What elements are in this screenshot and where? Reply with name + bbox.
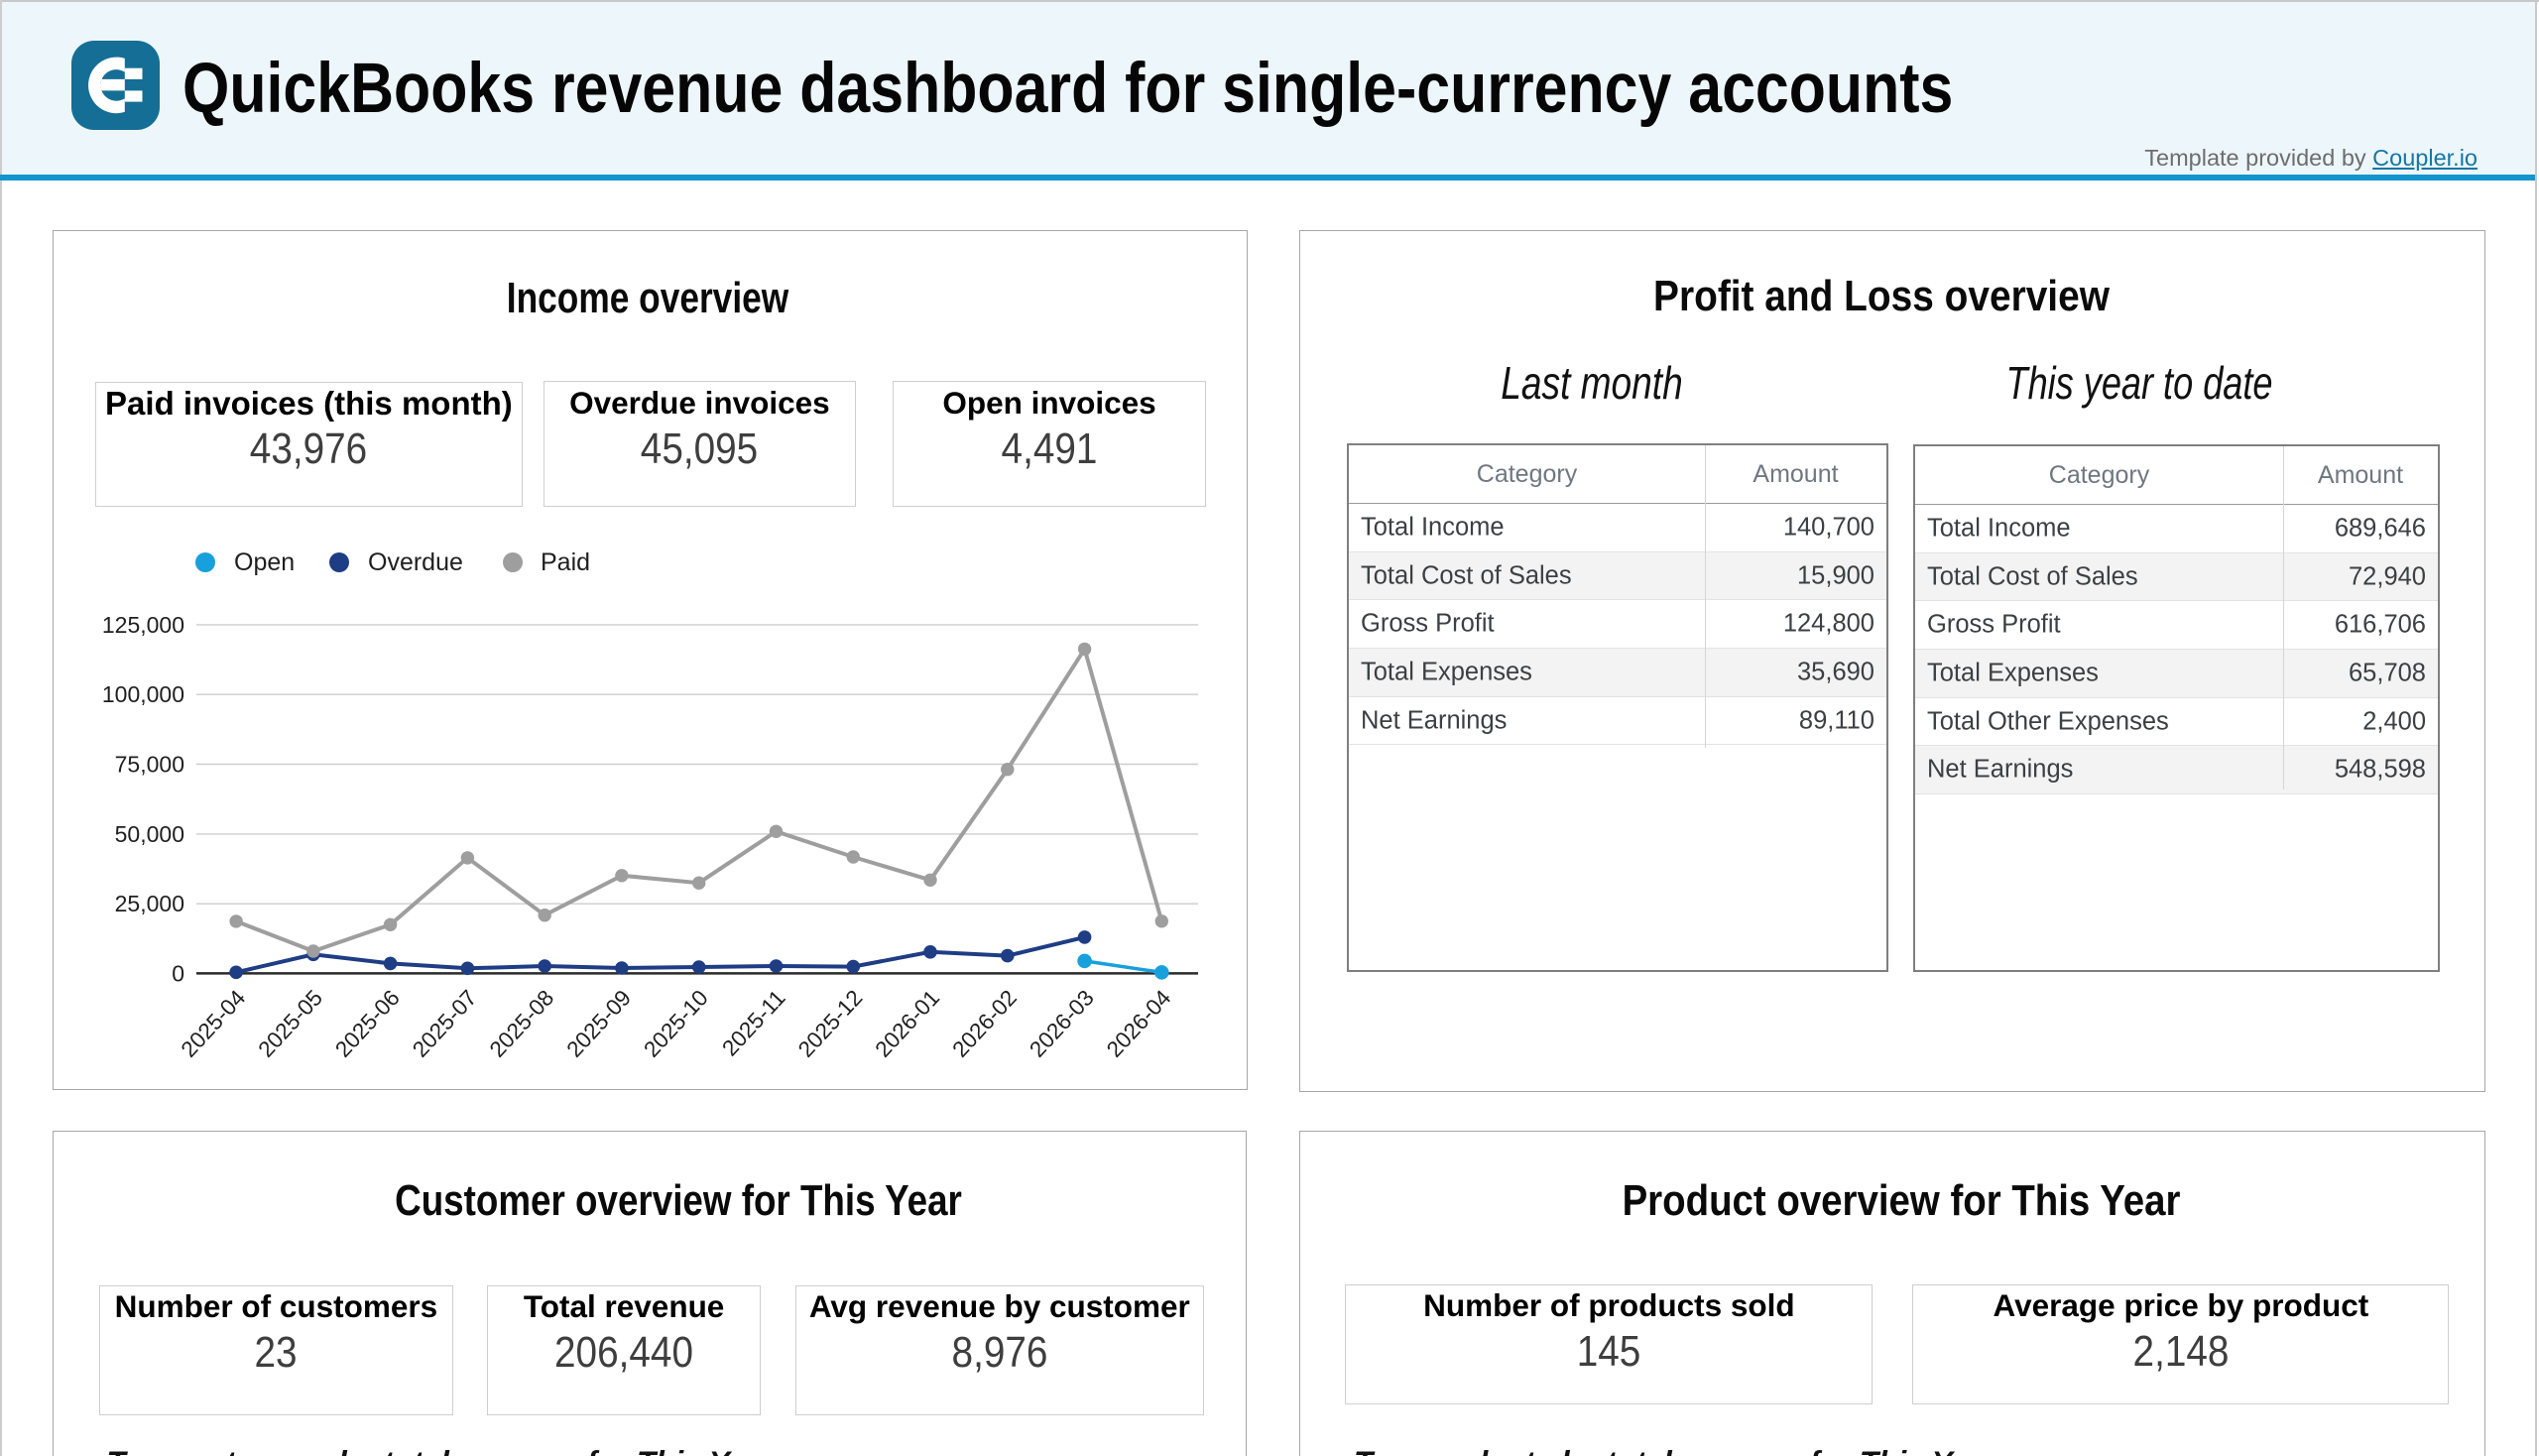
svg-text:2026-03: 2026-03 bbox=[1025, 985, 1099, 1061]
svg-text:2025-11: 2025-11 bbox=[717, 985, 789, 1060]
svg-text:25,000: 25,000 bbox=[115, 891, 184, 916]
svg-text:2026-01: 2026-01 bbox=[871, 985, 945, 1061]
svg-text:2025-06: 2025-06 bbox=[330, 985, 405, 1061]
svg-text:2025-05: 2025-05 bbox=[253, 985, 327, 1061]
svg-text:2025-08: 2025-08 bbox=[485, 985, 559, 1061]
svg-text:2026-04: 2026-04 bbox=[1102, 985, 1176, 1061]
svg-text:75,000: 75,000 bbox=[115, 752, 184, 778]
svg-text:2026-02: 2026-02 bbox=[947, 985, 1022, 1061]
svg-text:125,000: 125,000 bbox=[102, 612, 184, 638]
svg-text:2025-07: 2025-07 bbox=[408, 985, 482, 1061]
svg-text:0: 0 bbox=[172, 960, 184, 986]
svg-text:2025-10: 2025-10 bbox=[639, 985, 713, 1061]
svg-text:2025-12: 2025-12 bbox=[793, 985, 868, 1061]
svg-text:2025-09: 2025-09 bbox=[561, 985, 636, 1061]
svg-text:50,000: 50,000 bbox=[115, 821, 184, 847]
svg-text:2025-04: 2025-04 bbox=[177, 985, 251, 1061]
svg-text:100,000: 100,000 bbox=[102, 681, 184, 707]
